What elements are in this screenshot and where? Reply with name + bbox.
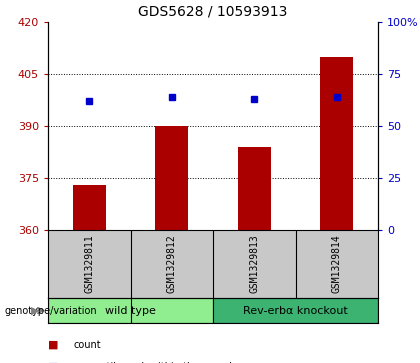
Text: GSM1329812: GSM1329812 [167,234,177,293]
Text: ■: ■ [48,362,58,363]
Text: percentile rank within the sample: percentile rank within the sample [73,362,238,363]
Text: count: count [73,340,101,350]
Text: GSM1329811: GSM1329811 [84,234,94,293]
Bar [238,147,271,230]
Text: GSM1329813: GSM1329813 [249,234,259,293]
Text: GSM1329814: GSM1329814 [332,234,342,293]
Text: ■: ■ [48,340,58,350]
Bar [213,298,378,323]
Title: GDS5628 / 10593913: GDS5628 / 10593913 [138,4,288,18]
Bar [48,298,213,323]
Bar [320,57,353,230]
Text: wild type: wild type [105,306,156,315]
Text: Rev-erbα knockout: Rev-erbα knockout [243,306,348,315]
Bar [73,185,106,230]
Bar [155,126,188,230]
Text: ▶: ▶ [31,306,39,315]
Text: genotype/variation: genotype/variation [4,306,97,315]
